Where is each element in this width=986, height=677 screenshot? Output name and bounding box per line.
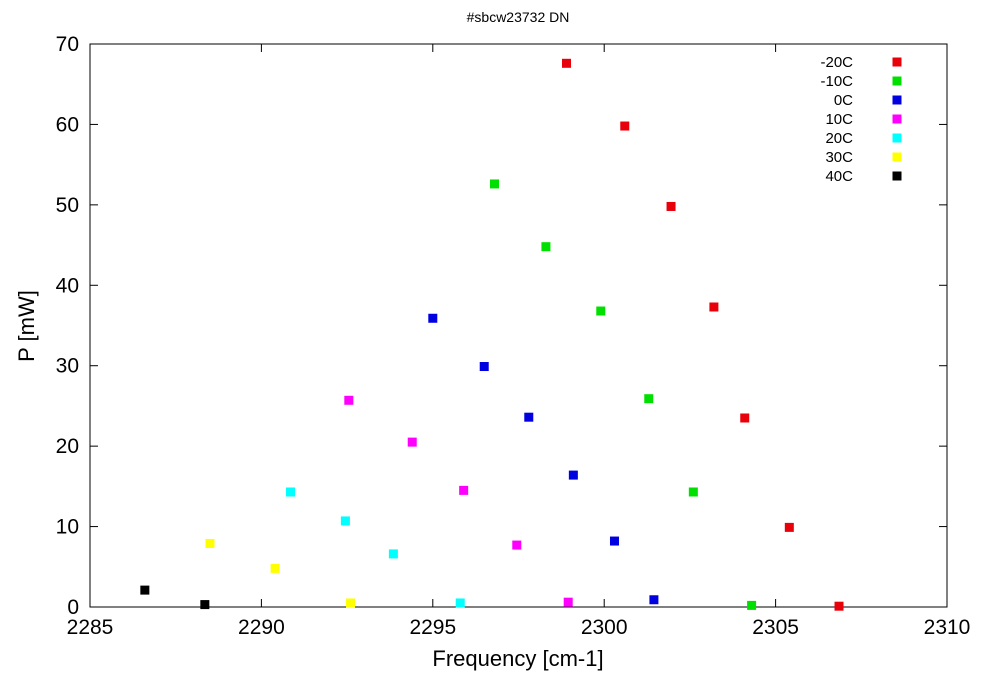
legend-label: -10C (820, 73, 853, 90)
y-axis-label: P [mW] (14, 290, 39, 362)
data-point (512, 540, 522, 550)
legend-marker (892, 76, 902, 86)
chart-title: #sbcw23732 DN (467, 9, 570, 25)
data-point (344, 395, 354, 405)
data-point (563, 597, 573, 607)
legend-marker (892, 114, 902, 124)
data-point (834, 601, 844, 611)
data-point (541, 242, 551, 252)
data-point (455, 598, 465, 608)
y-tick-label: 70 (56, 33, 79, 56)
legend-marker (892, 133, 902, 143)
data-point (784, 522, 794, 532)
data-point (596, 306, 606, 316)
data-point (428, 313, 438, 323)
y-tick-label: 60 (56, 113, 79, 136)
data-point (644, 394, 654, 404)
data-point (524, 412, 534, 422)
x-tick-label: 2310 (924, 616, 971, 639)
data-point (340, 516, 350, 526)
series-20C (286, 487, 465, 608)
y-tick-label: 30 (56, 355, 79, 378)
x-tick-label: 2290 (238, 616, 285, 639)
data-point (649, 595, 659, 605)
x-tick-label: 2305 (752, 616, 799, 639)
data-point (609, 536, 619, 546)
series-10C (344, 395, 573, 607)
legend-label: 30C (825, 149, 853, 166)
data-point (709, 302, 719, 312)
data-point (407, 437, 417, 447)
x-tick-label: 2295 (409, 616, 456, 639)
legend-label: 20C (825, 130, 853, 147)
legend: -20C -10C 0C 10C 20C 30C 40C (820, 54, 902, 185)
legend-marker (892, 152, 902, 162)
data-point (740, 413, 750, 423)
series-40C (140, 585, 210, 610)
data-point (561, 58, 571, 68)
data-point (286, 487, 296, 497)
legend-marker (892, 57, 902, 67)
legend-label: 0C (834, 92, 853, 109)
data-point (388, 549, 398, 559)
y-tick-label: 0 (67, 596, 79, 619)
data-points (140, 58, 844, 611)
data-point (270, 563, 280, 573)
data-point (666, 201, 676, 211)
y-tick-label: 20 (56, 435, 79, 458)
data-point (688, 487, 698, 497)
data-point (459, 485, 469, 495)
legend-label: -20C (820, 54, 853, 71)
x-axis: 2285 2290 2295 2300 2305 2310 (67, 44, 971, 639)
y-tick-label: 40 (56, 274, 79, 297)
legend-label: 40C (825, 168, 853, 185)
legend-marker (892, 171, 902, 181)
legend-label: 10C (825, 111, 853, 128)
y-tick-label: 10 (56, 516, 79, 539)
data-point (620, 121, 630, 131)
data-point (490, 179, 500, 189)
data-point (346, 598, 356, 608)
data-point (747, 600, 757, 610)
legend-marker (892, 95, 902, 105)
x-tick-label: 2300 (581, 616, 628, 639)
data-point (205, 538, 215, 548)
data-point (140, 585, 150, 595)
data-point (200, 600, 210, 610)
series-30C (205, 538, 356, 608)
series--20C (561, 58, 844, 611)
y-axis: 0 10 20 30 40 50 60 70 (56, 33, 947, 619)
y-tick-label: 50 (56, 194, 79, 217)
series--10C (490, 179, 757, 610)
plot-frame (89, 43, 948, 608)
data-point (479, 362, 489, 372)
x-tick-label: 2285 (67, 616, 114, 639)
series-0C (428, 313, 659, 605)
data-point (568, 470, 578, 480)
x-axis-label: Frequency [cm-1] (432, 646, 603, 671)
